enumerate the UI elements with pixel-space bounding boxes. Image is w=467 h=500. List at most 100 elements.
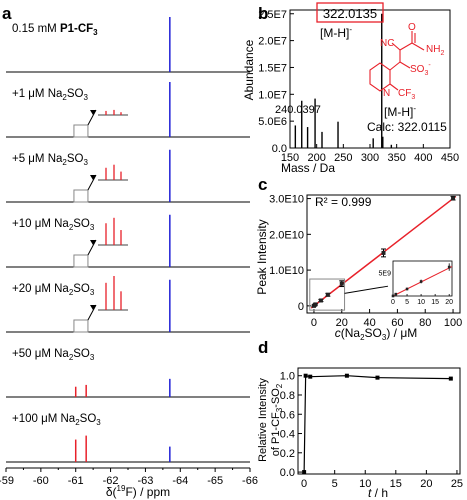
nmr-zoom-arrow xyxy=(87,174,97,191)
nmr-zoom-arrow xyxy=(87,239,97,256)
ms-x-tick-label: 400 xyxy=(414,152,432,164)
panel-letter-a: a xyxy=(2,4,12,23)
nmr-x-axis-label: δ(19F) / ppm xyxy=(106,484,170,499)
calibration-y-tick-label: 0 xyxy=(298,301,304,313)
stability-point xyxy=(302,470,307,475)
panel-letter-d: d xyxy=(258,338,268,357)
panel-letter-c: c xyxy=(258,175,267,194)
ms-main-peak-label-box xyxy=(316,2,384,23)
calibration-x-tick-label: 60 xyxy=(391,317,403,329)
nmr-zoom-arrowhead xyxy=(90,175,96,180)
stability-x-tick-label: 15 xyxy=(390,478,402,490)
nmr-trace-label: +20 μM Na2SO3 xyxy=(12,283,95,297)
nmr-x-tick-label: -66 xyxy=(242,475,258,487)
stability-x-tick-label: 20 xyxy=(420,478,432,490)
calibration-r2: R² = 0.999 xyxy=(315,195,372,209)
chemical-structure-labels: NC O NH2 SO3- N CF3 xyxy=(380,22,444,101)
stability-y-axis-label-line1: Relative Intensity xyxy=(257,378,269,462)
ms-y-tick-label: 1.0E7 xyxy=(258,89,287,101)
nmr-x-tick-label: -62 xyxy=(103,475,119,487)
calibration-inset-x-tick-label: 0 xyxy=(391,299,395,306)
nmr-zoom-box xyxy=(73,124,89,138)
calibration-y-tick-label: 1.0E10 xyxy=(269,265,304,277)
calibration-inset: 0 5 10 15 20 5E9 xyxy=(379,260,453,306)
ms-secondary-peak-label: 240.0397 xyxy=(275,104,321,116)
nmr-zoom-arrowhead xyxy=(90,305,96,310)
stability-point xyxy=(344,373,349,378)
calibration-inset-x-tick-label: 15 xyxy=(431,299,439,306)
calibration-inset-point xyxy=(405,287,409,291)
nmr-trace-label: 0.15 mM P1-CF3 xyxy=(12,23,98,37)
stability-point xyxy=(448,376,453,381)
structure-o: O xyxy=(408,22,416,33)
calibration-inset-point xyxy=(447,265,451,269)
bond-cf3 xyxy=(389,83,399,91)
nmr-trace-3: +10 μM Na2SO3 xyxy=(6,214,250,268)
calibration-inset-y-tick-label: 5E9 xyxy=(379,271,392,278)
calibration-inset-x-tick-label: 20 xyxy=(445,299,453,306)
nmr-traces: 0.15 mM P1-CF3 +1 μM Na2SO3 +5 μM Na2SO3 +1… xyxy=(6,17,250,463)
calibration-inset-x-tick-label: 5 xyxy=(405,299,409,306)
stability-frame xyxy=(297,367,461,475)
ms-y-tick-label: 0.0 xyxy=(272,143,287,155)
nmr-x-tick-label: -59 xyxy=(0,475,14,487)
ms-x-tick-label: 300 xyxy=(361,152,379,164)
calibration-point xyxy=(325,292,330,297)
structure-cf3: CF3 xyxy=(398,88,415,101)
bond-so3 xyxy=(399,61,411,69)
nmr-trace-6: +100 μM Na2SO3 xyxy=(6,413,250,463)
stability-y-tick-label: 0.0 xyxy=(280,467,295,479)
calibration-plot: 0 20 40 60 80 100 0 1.0E10 2.0E10 3.0E10 0 5 10 15 20 5… xyxy=(269,194,462,329)
stability-y-axis-label-line2: of P1-CF3-SO2 xyxy=(270,383,284,456)
calibration-x-tick-label: 100 xyxy=(444,317,462,329)
calibration-y-tick-label: 2.0E10 xyxy=(269,229,304,241)
nmr-zoom-arrow xyxy=(87,304,97,321)
stability-x-tick-label: 10 xyxy=(359,478,371,490)
nmr-zoom-box xyxy=(73,254,89,268)
stability-x-axis-label: t / h xyxy=(368,486,388,500)
stability-y-tick-label: 0.6 xyxy=(280,409,295,421)
ms-y-axis-label: Abundance xyxy=(242,39,256,100)
calibration-x-tick-label: 80 xyxy=(419,317,431,329)
ms-x-tick-label: 350 xyxy=(387,152,405,164)
stability-y-tick-label: 0.2 xyxy=(280,448,295,460)
nmr-trace-label: +100 μM Na2SO3 xyxy=(12,413,101,427)
nmr-zoom-arrow xyxy=(87,109,97,126)
ms-x-tick-label: 200 xyxy=(307,152,325,164)
chemical-structure xyxy=(369,31,425,92)
nmr-trace-label: +10 μM Na2SO3 xyxy=(12,218,95,232)
stability-x-tick-label: 0 xyxy=(301,478,307,490)
calibration-x-tick-label: 40 xyxy=(363,317,375,329)
bond-2 xyxy=(411,42,425,51)
nmr-x-tick-label: -63 xyxy=(137,475,153,487)
stability-x-tick-label: 5 xyxy=(332,478,338,490)
calibration-y-tick-label: 3.0E10 xyxy=(269,194,304,206)
calibration-frame xyxy=(306,194,461,314)
ms-calc-text: Calc: 322.0115 xyxy=(367,120,447,134)
nmr-trace-2: +5 μM Na2SO3 xyxy=(6,149,250,203)
nmr-zoom-arrowhead xyxy=(90,110,96,115)
structure-so3: SO3- xyxy=(410,62,431,77)
nmr-x-tick-label: -65 xyxy=(207,475,223,487)
calibration-point xyxy=(318,298,323,303)
ms-calc-ion-label: [M-H]- xyxy=(384,104,416,119)
bond-ring xyxy=(389,61,401,71)
stability-plot: 0 5 10 15 20 25 0.0 0.2 0.4 0.6 0.8 1.0 xyxy=(280,367,463,490)
calibration-zoom-arrow xyxy=(344,285,389,294)
ms-x-tick-label: 250 xyxy=(334,152,352,164)
stability-point xyxy=(375,375,380,380)
nmr-trace-label: +5 μM Na2SO3 xyxy=(12,153,89,167)
calibration-inset-frame xyxy=(392,260,453,297)
bond-1 xyxy=(399,42,413,51)
nmr-x-tick-label: -60 xyxy=(33,475,49,487)
nmr-trace-0: 0.15 mM P1-CF3 xyxy=(6,17,250,73)
nmr-x-tick-label: -61 xyxy=(68,475,84,487)
calibration-point xyxy=(451,196,456,201)
nmr-trace-label: +1 μM Na2SO3 xyxy=(12,88,89,102)
nmr-trace-label: +50 μM Na2SO3 xyxy=(12,348,95,362)
stability-point xyxy=(303,373,308,378)
ms-y-tick-label: 5.0E6 xyxy=(258,116,287,128)
calibration-point xyxy=(339,281,344,286)
ms-x-tick-label: 450 xyxy=(441,152,459,164)
